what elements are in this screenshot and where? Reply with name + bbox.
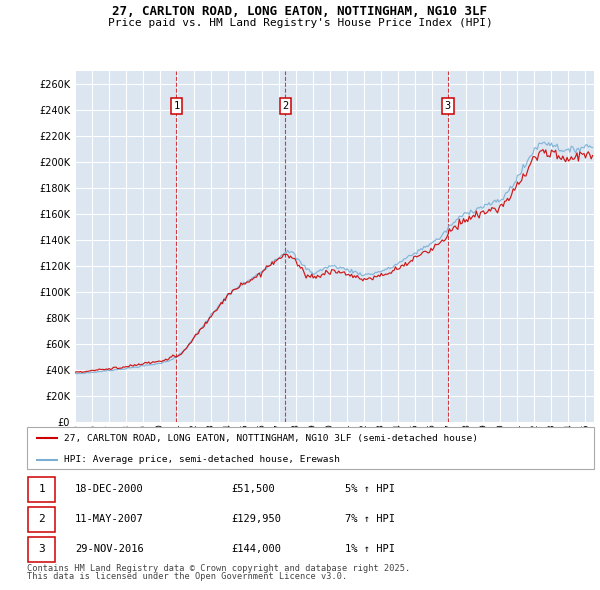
Text: 27, CARLTON ROAD, LONG EATON, NOTTINGHAM, NG10 3LF (semi-detached house): 27, CARLTON ROAD, LONG EATON, NOTTINGHAM… <box>64 434 478 443</box>
Text: 7% ↑ HPI: 7% ↑ HPI <box>344 514 395 524</box>
Text: £51,500: £51,500 <box>231 484 275 494</box>
Text: HPI: Average price, semi-detached house, Erewash: HPI: Average price, semi-detached house,… <box>64 455 340 464</box>
Bar <box>28 477 55 502</box>
Text: Price paid vs. HM Land Registry's House Price Index (HPI): Price paid vs. HM Land Registry's House … <box>107 18 493 28</box>
Text: 1: 1 <box>173 101 179 111</box>
Text: £144,000: £144,000 <box>231 545 281 554</box>
Text: 1% ↑ HPI: 1% ↑ HPI <box>344 545 395 554</box>
Text: Contains HM Land Registry data © Crown copyright and database right 2025.: Contains HM Land Registry data © Crown c… <box>27 563 410 572</box>
Text: 3: 3 <box>38 545 45 554</box>
Bar <box>28 507 55 532</box>
Text: This data is licensed under the Open Government Licence v3.0.: This data is licensed under the Open Gov… <box>27 572 347 581</box>
Text: 29-NOV-2016: 29-NOV-2016 <box>75 545 144 554</box>
Text: 11-MAY-2007: 11-MAY-2007 <box>75 514 144 524</box>
Text: 3: 3 <box>445 101 451 111</box>
Text: 18-DEC-2000: 18-DEC-2000 <box>75 484 144 494</box>
Bar <box>28 537 55 562</box>
Text: 2: 2 <box>38 514 45 524</box>
Text: 5% ↑ HPI: 5% ↑ HPI <box>344 484 395 494</box>
Text: 2: 2 <box>282 101 289 111</box>
Text: 27, CARLTON ROAD, LONG EATON, NOTTINGHAM, NG10 3LF: 27, CARLTON ROAD, LONG EATON, NOTTINGHAM… <box>113 5 487 18</box>
Text: £129,950: £129,950 <box>231 514 281 524</box>
Text: 1: 1 <box>38 484 45 494</box>
